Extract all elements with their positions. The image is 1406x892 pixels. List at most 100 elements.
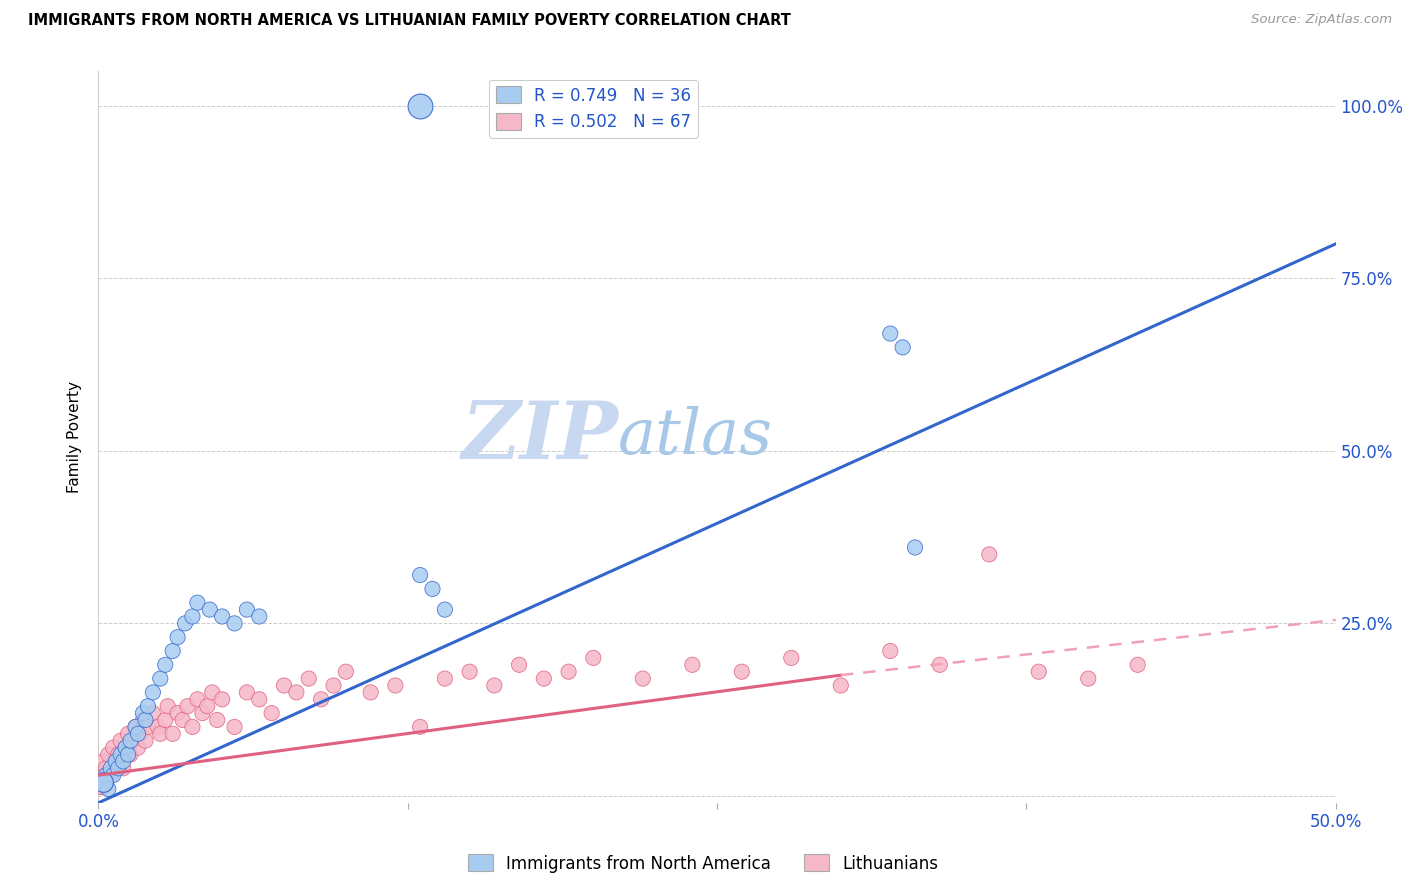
- Y-axis label: Family Poverty: Family Poverty: [67, 381, 83, 493]
- Point: [114, 740, 136, 755]
- Point: [142, 706, 165, 720]
- Point: [681, 657, 703, 672]
- Point: [384, 678, 406, 692]
- Point: [211, 609, 233, 624]
- Point: [1077, 672, 1099, 686]
- Text: IMMIGRANTS FROM NORTH AMERICA VS LITHUANIAN FAMILY POVERTY CORRELATION CHART: IMMIGRANTS FROM NORTH AMERICA VS LITHUAN…: [28, 13, 792, 29]
- Point: [155, 713, 177, 727]
- Point: [201, 685, 224, 699]
- Point: [631, 672, 654, 686]
- Point: [114, 740, 136, 755]
- Point: [134, 733, 156, 747]
- Point: [120, 733, 142, 747]
- Point: [134, 713, 156, 727]
- Point: [260, 706, 283, 720]
- Point: [124, 720, 146, 734]
- Point: [433, 602, 456, 616]
- Point: [422, 582, 444, 596]
- Point: [360, 685, 382, 699]
- Point: [107, 747, 129, 762]
- Point: [198, 602, 221, 616]
- Point: [224, 720, 246, 734]
- Point: [830, 678, 852, 692]
- Point: [100, 761, 122, 775]
- Point: [110, 733, 132, 747]
- Text: ZIP: ZIP: [461, 399, 619, 475]
- Point: [879, 644, 901, 658]
- Point: [136, 699, 159, 714]
- Point: [166, 630, 188, 644]
- Point: [155, 657, 177, 672]
- Point: [533, 672, 555, 686]
- Point: [124, 720, 146, 734]
- Point: [236, 602, 259, 616]
- Point: [117, 727, 139, 741]
- Text: Source: ZipAtlas.com: Source: ZipAtlas.com: [1251, 13, 1392, 27]
- Point: [110, 747, 132, 762]
- Point: [120, 747, 142, 762]
- Point: [174, 616, 197, 631]
- Point: [132, 713, 155, 727]
- Point: [162, 727, 184, 741]
- Point: [94, 768, 117, 782]
- Point: [582, 651, 605, 665]
- Point: [508, 657, 530, 672]
- Point: [979, 548, 1001, 562]
- Point: [409, 720, 432, 734]
- Point: [224, 616, 246, 631]
- Point: [186, 596, 208, 610]
- Point: [117, 747, 139, 762]
- Point: [285, 685, 308, 699]
- Point: [247, 692, 270, 706]
- Point: [181, 609, 204, 624]
- Point: [149, 727, 172, 741]
- Point: [904, 541, 927, 555]
- Point: [191, 706, 214, 720]
- Point: [166, 706, 188, 720]
- Point: [557, 665, 579, 679]
- Point: [879, 326, 901, 341]
- Point: [162, 644, 184, 658]
- Point: [273, 678, 295, 692]
- Point: [172, 713, 194, 727]
- Point: [97, 782, 120, 797]
- Legend: Immigrants from North America, Lithuanians: Immigrants from North America, Lithuania…: [461, 847, 945, 880]
- Point: [780, 651, 803, 665]
- Point: [127, 740, 149, 755]
- Point: [211, 692, 233, 706]
- Point: [93, 755, 115, 769]
- Point: [146, 720, 169, 734]
- Point: [1028, 665, 1050, 679]
- Point: [132, 706, 155, 720]
- Point: [731, 665, 754, 679]
- Point: [93, 775, 115, 789]
- Point: [103, 740, 125, 755]
- Point: [298, 672, 321, 686]
- Point: [122, 733, 145, 747]
- Point: [136, 720, 159, 734]
- Point: [90, 768, 112, 782]
- Point: [127, 727, 149, 741]
- Text: atlas: atlas: [619, 406, 773, 468]
- Point: [93, 775, 115, 789]
- Point: [181, 720, 204, 734]
- Point: [107, 761, 129, 775]
- Point: [458, 665, 481, 679]
- Point: [195, 699, 218, 714]
- Point: [112, 755, 135, 769]
- Point: [156, 699, 179, 714]
- Point: [149, 672, 172, 686]
- Point: [484, 678, 506, 692]
- Point: [205, 713, 228, 727]
- Point: [100, 768, 122, 782]
- Point: [309, 692, 332, 706]
- Point: [891, 340, 914, 354]
- Legend: R = 0.749   N = 36, R = 0.502   N = 67: R = 0.749 N = 36, R = 0.502 N = 67: [489, 79, 697, 137]
- Point: [112, 761, 135, 775]
- Point: [176, 699, 198, 714]
- Point: [433, 672, 456, 686]
- Point: [94, 761, 117, 775]
- Point: [1126, 657, 1149, 672]
- Point: [928, 657, 950, 672]
- Point: [247, 609, 270, 624]
